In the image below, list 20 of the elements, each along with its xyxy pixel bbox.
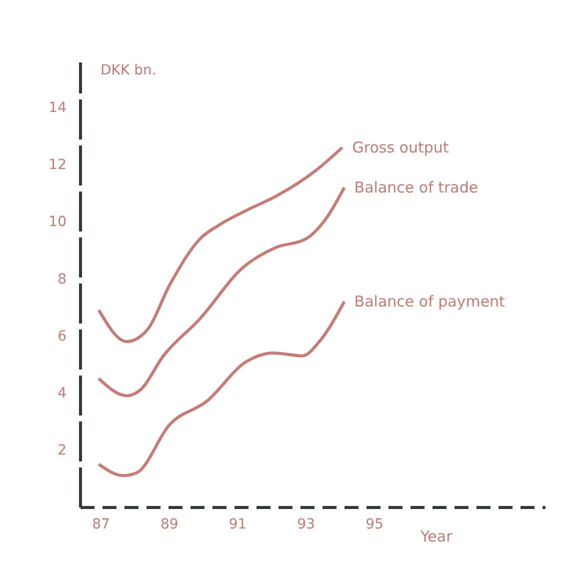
y-tick-label: 6 [58,328,67,344]
x-tick-label: 87 [92,516,110,532]
x-axis-title: Year [420,528,454,546]
y-tick-label: 4 [58,385,67,402]
line-series [97,300,346,478]
line-series [97,186,346,398]
x-tick-label: 89 [160,516,178,532]
y-tick-label: 14 [48,100,67,116]
x-tick-label: 91 [228,516,247,532]
x-tick-label: 95 [366,516,384,532]
y-tick-label: 12 [48,157,66,174]
series-label: Balance of payment [354,292,506,311]
series-label: Gross output [352,138,449,157]
line-series [97,146,344,344]
y-axis-title: DKK bn. [100,62,156,78]
y-tick-label: 2 [58,442,66,458]
y-tick-label: 8 [58,271,66,288]
x-tick-label: 93 [297,516,316,532]
y-tick-label: 10 [48,214,66,230]
series-label: Balance of trade [354,178,478,197]
